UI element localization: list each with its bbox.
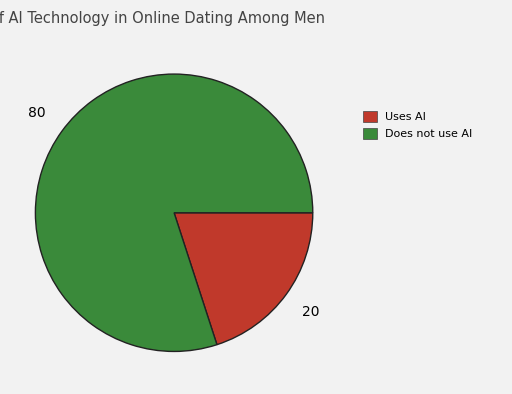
Title: Adoption of AI Technology in Online Dating Among Men: Adoption of AI Technology in Online Dati… (0, 11, 325, 26)
Legend: Uses AI, Does not use AI: Uses AI, Does not use AI (360, 108, 476, 143)
Wedge shape (174, 213, 313, 345)
Text: 80: 80 (28, 106, 46, 120)
Text: 20: 20 (302, 305, 319, 319)
Wedge shape (35, 74, 313, 351)
